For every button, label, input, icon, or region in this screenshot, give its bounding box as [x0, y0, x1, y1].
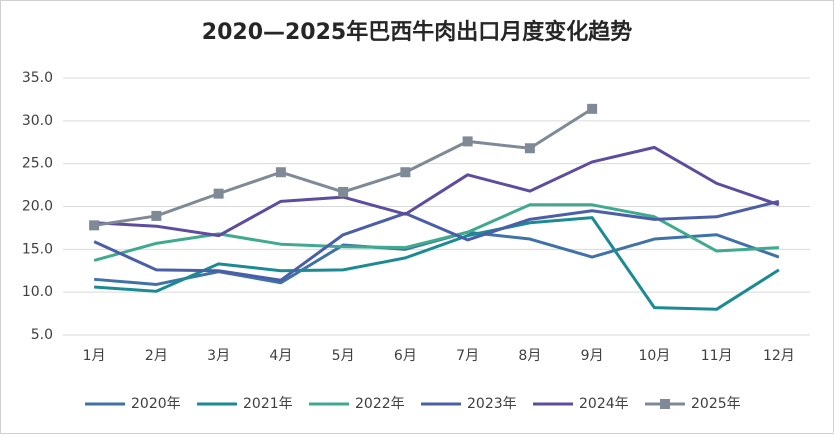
x-tick-label: 12月: [763, 348, 795, 364]
x-tick-label: 7月: [456, 348, 479, 364]
x-tick-label: 6月: [394, 348, 417, 364]
x-tick-label: 8月: [518, 348, 541, 364]
point-marker: [151, 210, 162, 221]
x-tick-label: 9月: [581, 348, 604, 364]
series-line: [94, 145, 780, 238]
legend-label: 2024年: [579, 396, 629, 412]
legend-label: 2022年: [355, 396, 405, 412]
legend-label: 2020年: [131, 396, 181, 412]
point-marker: [462, 136, 473, 147]
point-marker: [587, 103, 598, 114]
x-tick-label: 4月: [269, 348, 292, 364]
y-tick-label: 25.0: [22, 156, 53, 172]
y-tick-label: 15.0: [22, 241, 53, 257]
point-marker: [275, 167, 286, 178]
legend-marker: [660, 399, 670, 409]
y-tick-label: 10.0: [22, 284, 53, 300]
chart-title: 2020—2025年巴西牛肉出口月度变化趋势: [202, 19, 632, 45]
y-tick-label: 5.0: [31, 327, 53, 343]
point-marker: [213, 188, 224, 199]
legend-label: 2021年: [243, 396, 293, 412]
point-marker: [524, 143, 535, 154]
x-tick-label: 1月: [83, 348, 106, 364]
y-tick-label: 35.0: [22, 70, 53, 86]
point-marker: [400, 167, 411, 178]
x-tick-label: 3月: [207, 348, 230, 364]
y-tick-label: 30.0: [22, 113, 53, 129]
x-tick-label: 10月: [638, 348, 670, 364]
x-tick-label: 11月: [701, 348, 733, 364]
legend-label: 2025年: [691, 396, 741, 412]
y-tick-label: 20.0: [22, 199, 53, 215]
series-line: [93, 199, 780, 282]
x-tick-label: 2月: [145, 348, 168, 364]
point-marker: [89, 220, 100, 231]
legend-label: 2023年: [467, 396, 517, 412]
point-marker: [338, 186, 349, 197]
x-tick-label: 5月: [332, 348, 355, 364]
series-line: [94, 216, 780, 311]
